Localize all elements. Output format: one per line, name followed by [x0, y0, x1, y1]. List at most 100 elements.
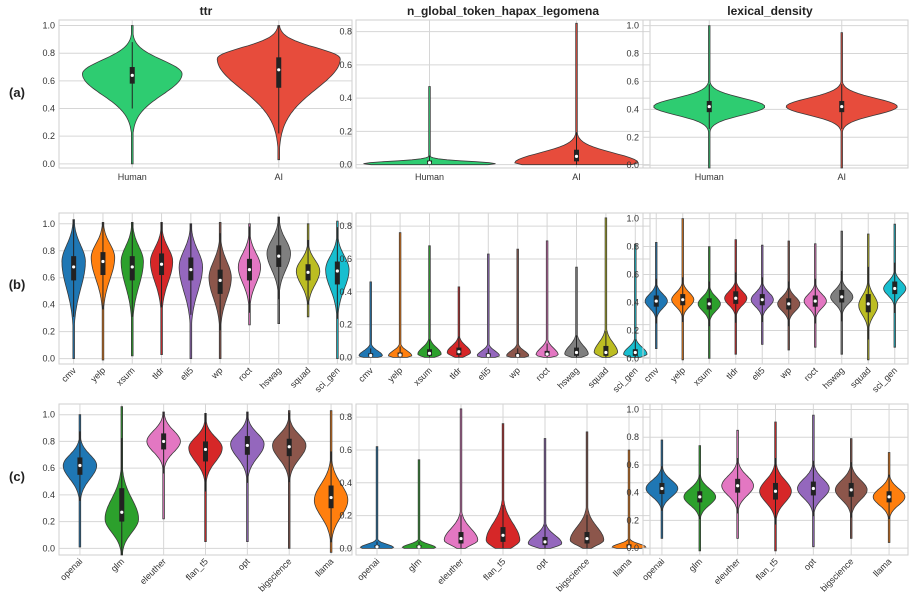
median-glm [120, 510, 124, 514]
plot-frame [355, 212, 651, 365]
y-tick-label: 1.0 [626, 214, 639, 224]
y-tick-label: 1.0 [42, 410, 55, 420]
median-squad [604, 350, 608, 355]
x-tick-label: eleuther [138, 556, 168, 586]
x-tick-label: flan_t5 [754, 556, 780, 582]
x-tick-label: tldr [150, 365, 166, 381]
median-openai [78, 463, 82, 468]
violin-roct [535, 240, 559, 358]
y-tick-label: 0.4 [339, 287, 352, 297]
y-tick-label: 0.2 [626, 132, 639, 142]
plot-frame [58, 19, 353, 169]
y-tick-label: 0.6 [42, 463, 55, 473]
x-tick-label: Human [695, 172, 724, 182]
x-tick-label: AI [837, 172, 846, 182]
iqr-box-squad [603, 345, 609, 356]
x-tick-label: wp [777, 365, 793, 381]
y-tick-label: 0.6 [42, 273, 55, 283]
y-tick-label: 0.8 [42, 48, 55, 58]
y-tick-label: 0.2 [42, 517, 55, 527]
violin-squad [593, 217, 619, 358]
y-tick-label: 0.0 [42, 159, 55, 169]
y-tick-label: 0.2 [339, 511, 352, 521]
median-eleuther [459, 536, 463, 541]
x-tick-label: xsum [114, 365, 136, 387]
x-tick-label: openai [58, 556, 84, 582]
y-tick-label: 0.2 [42, 327, 55, 337]
y-tick-label: 0.4 [42, 490, 55, 500]
y-tick-label: 0.8 [626, 432, 639, 442]
x-tick-label: llama [871, 556, 893, 578]
median-glm [698, 495, 702, 499]
y-tick-label: 0.4 [42, 300, 55, 310]
x-tick-label: llama [313, 556, 335, 578]
median-eli5 [486, 353, 490, 358]
median-eli5 [189, 268, 193, 272]
y-tick-label: 0.2 [339, 320, 352, 330]
median-openai [375, 545, 379, 549]
median-tldr [159, 262, 164, 266]
row-label-a: (a) [9, 85, 25, 100]
y-tick-label: 0.4 [626, 488, 639, 498]
x-tick-label: bigscience [256, 556, 293, 593]
x-tick-label: cmv [356, 365, 375, 384]
x-tick-label: squad [288, 365, 312, 389]
iqr-box-sci_gen [334, 261, 340, 285]
x-tick-label: glm [406, 556, 423, 573]
median-wp [516, 353, 520, 358]
median-squad [866, 302, 870, 306]
median-opt [245, 443, 249, 448]
x-tick-label: glm [687, 556, 704, 573]
x-tick-label: AI [274, 172, 283, 182]
median-eli5 [760, 298, 764, 302]
row-label-c: (c) [9, 469, 25, 484]
x-tick-label: yelp [386, 365, 405, 384]
y-tick-label: 0.2 [42, 131, 55, 141]
y-tick-label: 0.8 [42, 436, 55, 446]
violin-glm [401, 459, 437, 549]
median-flan_t5 [501, 533, 505, 537]
violin-bigscience [569, 431, 605, 549]
y-tick-label: 0.8 [626, 49, 639, 59]
median-hswag [277, 254, 281, 258]
panel-5: 0.0 0.2 0.4 0.6 0.8 cmv yelp xsum tldr eli5 wp roct… [339, 212, 651, 394]
x-tick-label: xsum [412, 365, 434, 387]
median-xsum [130, 265, 134, 269]
x-tick-label: roct [802, 365, 820, 383]
x-tick-label: squad [586, 365, 610, 389]
violin-hswag [564, 266, 589, 358]
violin-cmv [358, 281, 383, 358]
iqr-box-flan_t5 [203, 441, 208, 462]
violin-eleuther [443, 408, 479, 549]
y-tick-label: 0.0 [339, 352, 352, 362]
column-title-lexical-density: lexical_density [727, 4, 813, 18]
violin-llama [611, 449, 647, 549]
x-tick-label: llama [611, 556, 633, 578]
median-sci_gen [893, 286, 897, 291]
median-llama [627, 544, 631, 549]
x-tick-label: sci_gen [313, 365, 342, 394]
median-llama [887, 495, 891, 499]
plot-frame [355, 19, 651, 169]
x-tick-label: Human [415, 172, 444, 182]
y-tick-label: 0.6 [626, 76, 639, 86]
median-roct [247, 268, 252, 272]
median-opt [543, 540, 547, 544]
median-glm [417, 545, 421, 549]
y-tick-label: 1.0 [626, 405, 639, 415]
violin-sci_gen [623, 243, 648, 358]
y-tick-label: 0.0 [42, 543, 55, 553]
y-tick-label: 0.0 [42, 354, 55, 364]
y-tick-label: 0.6 [626, 270, 639, 280]
y-tick-label: 0.0 [339, 160, 352, 170]
x-tick-label: hswag [555, 365, 580, 390]
x-tick-label: bigscience [554, 556, 591, 593]
median-sci_gen [633, 350, 637, 355]
y-tick-label: 0.2 [339, 126, 352, 136]
x-tick-label: Human [118, 172, 147, 182]
median-cmv [369, 353, 373, 358]
median-Human [707, 104, 711, 109]
y-tick-label: 0.4 [339, 93, 352, 103]
median-hswag [574, 350, 579, 355]
